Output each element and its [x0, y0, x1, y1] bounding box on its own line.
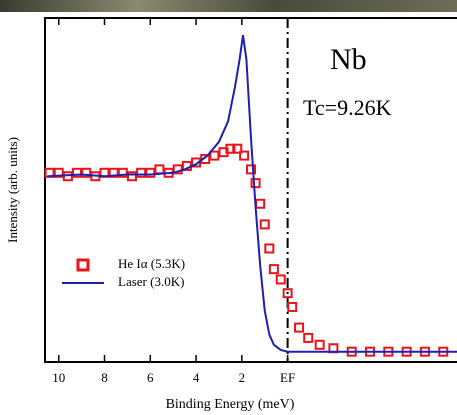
he-marker: [53, 167, 64, 178]
he-marker: [117, 167, 128, 178]
he-marker: [200, 154, 211, 165]
x-axis-label: Binding Energy (meV): [166, 397, 295, 412]
he-marker: [191, 157, 202, 168]
he-marker: [314, 339, 325, 350]
x-tick-label: 8: [101, 370, 108, 385]
he-marker: [145, 167, 156, 178]
x-tick-label: EF: [280, 370, 295, 385]
he-marker: [81, 167, 92, 178]
he-marker: [225, 143, 236, 154]
annotation: Tc=9.26K: [303, 95, 392, 120]
y-axis-label: Intensity (arb. units): [5, 137, 20, 243]
he-marker: [303, 332, 314, 343]
he-marker: [255, 198, 266, 209]
he-marker: [268, 264, 279, 275]
he-marker: [209, 150, 220, 161]
x-tick-label: 6: [147, 370, 154, 385]
legend-label: Laser (3.0K): [118, 274, 184, 289]
he-marker: [136, 167, 147, 178]
he-marker: [275, 274, 286, 285]
he-marker: [72, 167, 83, 178]
he-marker: [108, 167, 119, 178]
x-tick-label: 4: [193, 370, 200, 385]
he-marker: [126, 171, 137, 182]
laser-line: [47, 35, 457, 353]
legend-swatch: [76, 258, 90, 272]
he-marker: [239, 150, 250, 161]
he-marker: [232, 143, 243, 154]
he-marker: [282, 288, 293, 299]
he-marker: [154, 164, 165, 175]
he-marker: [264, 243, 275, 254]
axis-frame: [44, 17, 457, 363]
annotation: Nb: [330, 43, 367, 76]
legend-label: He Iα (5.3K): [118, 256, 185, 271]
x-tick-label: 10: [52, 370, 65, 385]
photo-strip: [0, 0, 457, 12]
he-marker: [294, 322, 305, 333]
he-marker: [287, 301, 298, 312]
x-tick-label: 2: [239, 370, 246, 385]
he-marker: [250, 178, 261, 189]
he-marker: [259, 219, 270, 230]
he-marker: [246, 164, 256, 175]
